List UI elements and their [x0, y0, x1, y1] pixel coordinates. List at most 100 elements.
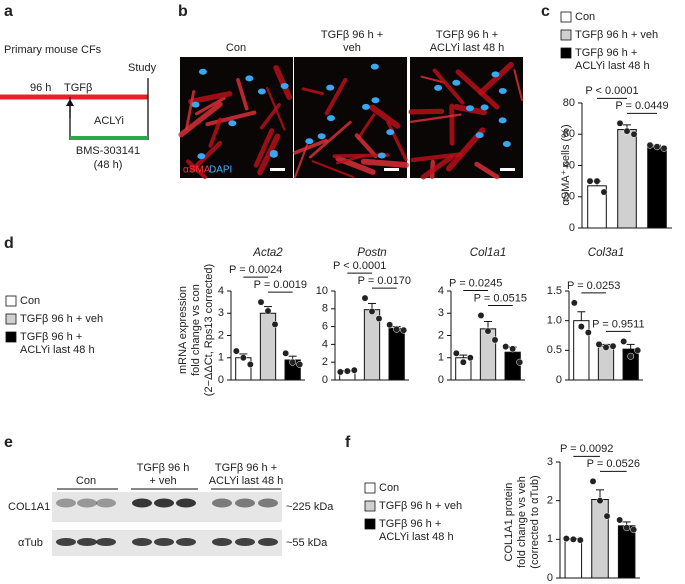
legend-swatch	[5, 331, 17, 343]
data-point	[452, 349, 460, 357]
bar	[617, 129, 637, 229]
y-tick-label: 3	[438, 307, 444, 319]
y-tick-label: 40	[563, 159, 575, 171]
bar	[479, 328, 497, 381]
p-value: P = 0.0170	[358, 275, 411, 287]
legend-label: ACLYi last 48 h	[20, 344, 95, 356]
fiber	[356, 113, 376, 140]
fiber	[324, 77, 348, 116]
blot-band	[96, 538, 116, 546]
nucleus	[326, 84, 335, 91]
y-tick-label: 3	[547, 456, 553, 468]
nucleus	[269, 151, 278, 158]
blot-band	[132, 538, 152, 546]
data-point	[264, 307, 272, 315]
p-value: P = 0.0019	[254, 279, 307, 291]
legend-label: TGFβ 96 h +	[575, 47, 637, 59]
blot-band	[176, 498, 196, 508]
fiber	[308, 120, 352, 159]
fiber	[432, 68, 465, 105]
p-value: P = 0.0092	[560, 443, 613, 455]
data-point	[562, 535, 570, 543]
schematic-text: (48 h)	[94, 159, 123, 171]
data-point	[646, 141, 654, 149]
data-point	[570, 299, 578, 307]
bar	[647, 146, 667, 229]
stain-label: αSMA	[183, 165, 211, 176]
data-point	[368, 308, 376, 315]
chart-title: Col3a1	[588, 247, 624, 259]
bar	[591, 499, 609, 579]
data-point	[584, 329, 592, 336]
blot-band	[154, 538, 174, 546]
legend-label: Con	[379, 482, 399, 494]
data-point	[616, 516, 624, 524]
panel-label: f	[345, 434, 351, 451]
nucleus	[198, 68, 207, 75]
data-point	[593, 177, 601, 185]
data-point	[343, 367, 351, 375]
blot-header: ACLYi last 48 h	[209, 475, 284, 487]
legend-label: TGFβ 96 h + veh	[575, 29, 658, 41]
nucleus	[305, 138, 314, 145]
y-tick-label: 0	[569, 222, 575, 234]
data-point	[386, 321, 394, 329]
schematic-title: Primary mouse CFs	[4, 44, 102, 56]
image-header: TGFβ 96 h +	[321, 29, 383, 41]
data-point	[400, 326, 408, 334]
nucleus	[326, 115, 335, 122]
blot-band	[176, 538, 196, 546]
legend-label: TGFβ 96 h +	[20, 331, 82, 343]
image-header: TGFβ 96 h +	[436, 29, 498, 41]
nucleus	[191, 101, 200, 108]
fiber	[236, 78, 249, 111]
y-tick-label: 0.5	[547, 344, 562, 356]
nucleus	[491, 71, 500, 78]
blot-band	[212, 498, 232, 508]
data-point	[466, 354, 474, 362]
y-axis-label: mRNA expression	[177, 286, 189, 374]
data-point	[620, 337, 628, 345]
nucleus	[475, 132, 484, 139]
blot-band	[132, 498, 152, 508]
fiber	[369, 104, 401, 129]
data-point	[484, 327, 492, 335]
y-tick-label: 20	[563, 191, 575, 203]
fiber	[253, 128, 275, 168]
micrographs	[178, 57, 524, 180]
fiber	[311, 160, 355, 179]
data-point	[516, 358, 524, 366]
schematic-text: 96 h	[30, 82, 51, 94]
fiber	[188, 91, 233, 105]
fiber	[408, 108, 445, 115]
data-point	[576, 536, 584, 544]
legend-label: TGFβ 96 h + veh	[379, 500, 462, 512]
blot-band	[154, 498, 174, 508]
p-value: P = 0.0245	[449, 277, 502, 289]
data-point	[630, 526, 638, 534]
schematic-text: TGFβ	[64, 82, 92, 94]
fiber	[205, 110, 257, 127]
y-tick-label: 0	[547, 572, 553, 584]
chart-title: Col1a1	[470, 247, 506, 259]
fiber	[335, 154, 365, 165]
schematic-text: ACLYi	[94, 115, 124, 127]
data-point	[502, 343, 510, 351]
nucleus	[498, 88, 507, 95]
blot-band	[258, 538, 278, 546]
data-point	[634, 346, 642, 354]
legend-label: ACLYi last 48 h	[575, 60, 650, 72]
blot-band	[258, 498, 278, 508]
blot-band	[56, 538, 76, 546]
legend-label: TGFβ 96 h + veh	[20, 313, 103, 325]
data-point	[627, 352, 635, 360]
blot-band	[77, 498, 97, 508]
stain-label: DAPI	[209, 165, 232, 176]
legend-swatch	[5, 295, 17, 307]
nucleus	[480, 104, 489, 111]
legend-swatch	[5, 313, 17, 325]
fiber	[478, 61, 514, 96]
legend-swatch	[364, 482, 376, 494]
data-point	[336, 368, 344, 376]
y-tick-label: 8	[322, 303, 328, 315]
